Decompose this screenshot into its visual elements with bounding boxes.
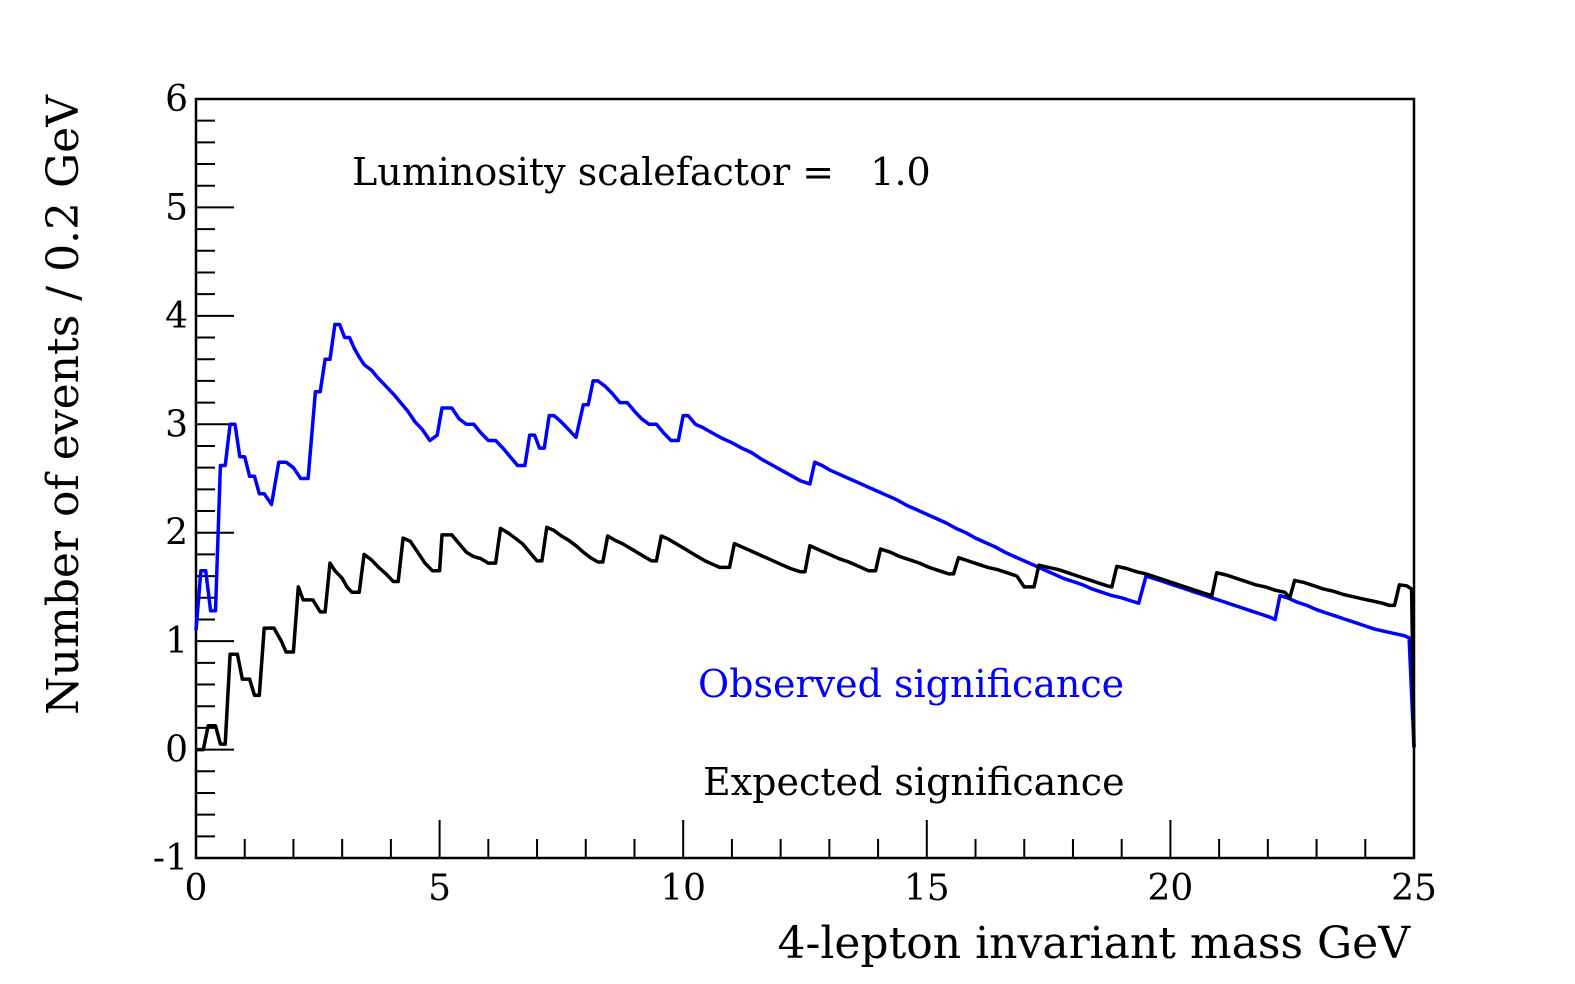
observed-significance-line: [194, 322, 1416, 748]
x-axis-title: 4-lepton invariant mass GeV: [777, 918, 1411, 969]
plot-frame: [194, 97, 1416, 860]
expected-legend-label: Expected significance: [703, 760, 1125, 804]
y-axis-title: Number of events / 0.2 GeV: [38, 94, 89, 715]
y-tick-label: 1: [165, 621, 188, 662]
expected-significance-line: [196, 525, 1416, 752]
observed-legend-label: Observed significance: [698, 662, 1124, 706]
data-series: [194, 322, 1416, 752]
axis-ticks: [195, 98, 1415, 859]
y-tick-label: 2: [165, 513, 188, 554]
x-tick-label: 0: [185, 868, 208, 909]
y-tick-label: 0: [165, 730, 188, 771]
y-tick-label: -1: [153, 838, 188, 879]
x-tick-label: 25: [1391, 868, 1437, 909]
x-tick-label: 10: [660, 868, 706, 909]
luminosity-annotation: Luminosity scalefactor = 1.0: [352, 150, 931, 194]
y-tick-label: 4: [165, 296, 188, 337]
y-tick-label: 5: [165, 187, 188, 228]
y-tick-label: 3: [165, 404, 188, 445]
x-tick-label: 5: [428, 868, 451, 909]
x-tick-label: 15: [904, 868, 950, 909]
y-tick-label: 6: [165, 79, 188, 120]
x-tick-label: 20: [1147, 868, 1193, 909]
